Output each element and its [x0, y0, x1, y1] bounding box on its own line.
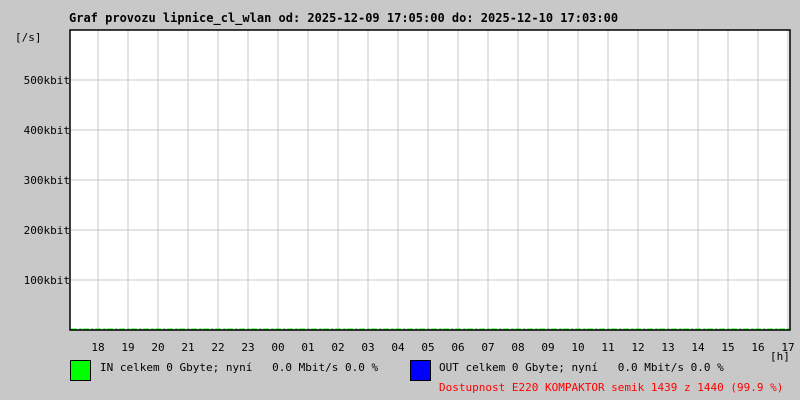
x-tick-label: 09: [541, 341, 554, 354]
x-tick-label: 14: [691, 341, 705, 354]
x-tick-label: 16: [751, 341, 764, 354]
y-tick-label: 100kbit: [24, 274, 70, 287]
x-tick-label: 18: [91, 341, 104, 354]
x-tick-label: 17: [781, 341, 794, 354]
x-tick-label: 21: [181, 341, 194, 354]
chart-title: Graf provozu lipnice_cl_wlan od: 2025-12…: [69, 11, 618, 26]
y-tick-label: 300kbit: [24, 174, 70, 187]
x-tick-label: 06: [451, 341, 464, 354]
x-tick-label: 20: [151, 341, 164, 354]
x-tick-label: 03: [361, 341, 374, 354]
legend-in-text: IN celkem 0 Gbyte; nyní 0.0 Mbit/s 0.0 %: [100, 361, 379, 374]
legend-out-text: OUT celkem 0 Gbyte; nyní 0.0 Mbit/s 0.0 …: [439, 361, 724, 374]
x-tick-label: 05: [421, 341, 434, 354]
plot-border: [69, 29, 791, 331]
x-tick-label: 10: [571, 341, 584, 354]
availability-text: Dostupnost E220 KOMPAKTOR semik 1439 z 1…: [439, 381, 783, 394]
x-tick-label: 13: [661, 341, 674, 354]
y-axis-label: [/s]: [15, 31, 42, 44]
legend-out-swatch: [410, 360, 431, 381]
x-tick-label: 19: [121, 341, 134, 354]
y-tick-label: 500kbit: [24, 74, 70, 87]
legend-in-swatch: [70, 360, 91, 381]
x-tick-label: 01: [301, 341, 314, 354]
y-tick-label: 400kbit: [24, 124, 70, 137]
x-tick-label: 22: [211, 341, 224, 354]
x-tick-label: 07: [481, 341, 494, 354]
x-tick-label: 15: [721, 341, 734, 354]
x-tick-label: 23: [241, 341, 254, 354]
x-tick-label: 00: [271, 341, 284, 354]
x-axis-label: [h]: [770, 350, 790, 363]
x-tick-label: 08: [511, 341, 524, 354]
x-tick-label: 12: [631, 341, 644, 354]
y-tick-label: 200kbit: [24, 224, 70, 237]
x-tick-label: 04: [391, 341, 405, 354]
x-tick-label: 11: [601, 341, 614, 354]
x-tick-label: 02: [331, 341, 344, 354]
